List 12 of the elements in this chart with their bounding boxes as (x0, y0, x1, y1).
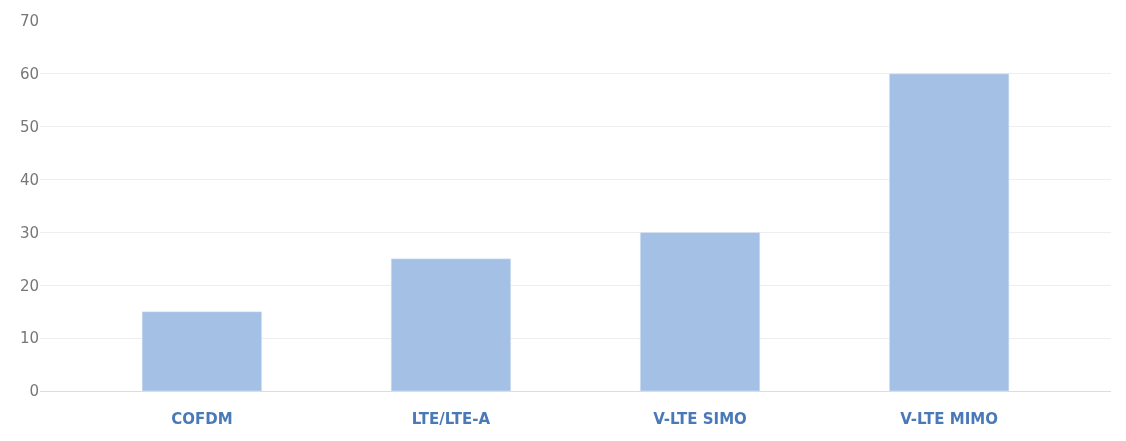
x-tick-label: V-LTE MIMO (900, 410, 998, 428)
y-tick-label: 40 (19, 170, 39, 189)
x-tick-label: COFDM (171, 410, 233, 428)
x-tick-label: LTE/LTE-A (411, 410, 491, 428)
y-tick-label: 10 (19, 329, 39, 348)
y-tick-label: 30 (19, 223, 39, 242)
y-tick-label: 70 (19, 12, 39, 31)
y-tick-label: 0 (29, 382, 39, 401)
y-tick-label: 60 (19, 65, 39, 84)
y-tick-label: 50 (19, 117, 39, 136)
y-tick-label: 20 (19, 276, 39, 295)
x-tick-label: V-LTE SIMO (653, 410, 747, 428)
